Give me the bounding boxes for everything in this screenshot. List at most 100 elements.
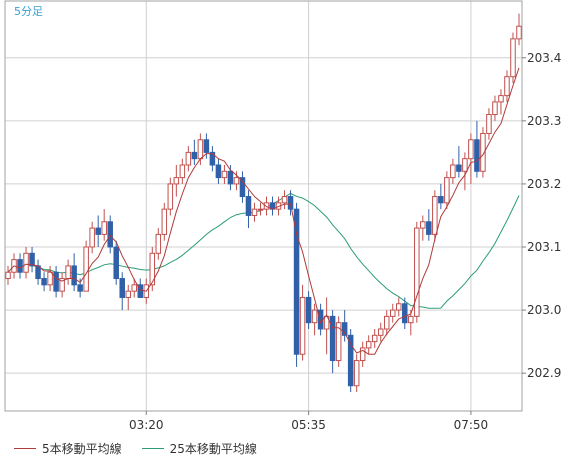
candle-up: [155, 233, 162, 254]
candle-down: [209, 151, 216, 166]
candle-down: [474, 139, 480, 172]
chart-grid: [5, 1, 522, 411]
candle-up: [173, 177, 180, 185]
legend-ma25-swatch: [141, 448, 164, 449]
candle-up: [65, 265, 71, 280]
candle-up: [462, 158, 468, 172]
candle-up: [23, 252, 29, 273]
candle-down: [119, 278, 125, 298]
candle-down: [239, 177, 246, 198]
candle-up: [161, 208, 168, 235]
candle-up: [504, 76, 510, 97]
candle-up: [359, 347, 366, 362]
candle-up: [251, 208, 258, 216]
candle-up: [185, 151, 192, 166]
candle-up: [323, 315, 330, 330]
candle-up: [383, 315, 390, 330]
candle-up: [167, 183, 174, 210]
candle-down: [53, 271, 59, 292]
candle-up: [444, 177, 450, 204]
candles: [5, 13, 522, 393]
candle-up: [510, 38, 516, 78]
y-tick-label: 203.2: [527, 177, 561, 191]
candle-up: [492, 101, 498, 116]
candle-down: [426, 221, 432, 235]
candle-down: [347, 334, 354, 387]
legend-ma5: 5本移動平均線: [14, 440, 122, 457]
candle-up: [83, 246, 89, 292]
x-axis: 03:20 05:35 07:50: [129, 411, 488, 432]
y-tick-label: 203.4: [527, 51, 561, 65]
candle-down: [95, 227, 101, 235]
legend-ma5-swatch: [14, 448, 36, 449]
candle-up: [396, 303, 402, 311]
candle-up: [353, 360, 360, 387]
candle-down: [341, 322, 348, 336]
y-tick-label: 203.3: [527, 114, 561, 128]
candle-up: [371, 334, 378, 343]
candle-up: [420, 221, 426, 229]
candle-down: [227, 170, 234, 185]
candle-down: [107, 221, 113, 248]
ma25-line: [7, 192, 520, 309]
candle-down: [29, 252, 35, 267]
plot-border: [4, 0, 523, 412]
candle-up: [516, 25, 522, 40]
candle-up: [432, 196, 438, 235]
y-axis: 203.4 203.3 203.2 203.1 203.0 202.9: [522, 51, 561, 380]
candle-up: [179, 164, 186, 179]
ma25-polyline: [7, 192, 520, 309]
candle-up: [311, 309, 318, 324]
x-tick-label: 03:20: [129, 418, 164, 432]
candle-up: [480, 132, 486, 172]
candle-up: [408, 315, 414, 324]
candle-down: [71, 265, 77, 286]
candle-down: [17, 259, 23, 273]
candle-up: [47, 271, 53, 286]
candle-down: [305, 296, 312, 324]
candle-down: [77, 284, 83, 292]
candle-up: [468, 139, 474, 160]
candle-up: [365, 341, 372, 349]
candle-up: [131, 284, 138, 292]
ma5-line: [7, 67, 520, 355]
candle-down: [456, 164, 462, 172]
candle-down: [137, 284, 144, 298]
y-tick-label: 203.1: [527, 240, 561, 254]
y-tick-label: 202.9: [527, 366, 561, 380]
legend-ma25: 25本移動平均線: [141, 440, 257, 457]
legend-ma5-label: 5本移動平均線: [42, 442, 122, 456]
candle-up: [389, 309, 396, 317]
candle-up: [414, 227, 420, 317]
candle-down: [438, 196, 444, 204]
candle-up: [89, 227, 95, 248]
chart-legend: 5本移動平均線 25本移動平均線: [14, 440, 257, 457]
candle-up: [257, 208, 264, 211]
candle-up: [486, 114, 492, 134]
candle-down: [41, 278, 47, 286]
candle-up: [335, 322, 342, 362]
candle-down: [287, 196, 294, 210]
candle-down: [203, 139, 210, 153]
ma5-polyline: [7, 67, 520, 355]
x-tick-label: 07:50: [454, 418, 489, 432]
timeframe-label: 5分足: [14, 5, 43, 18]
candle-up: [377, 328, 384, 336]
candle-up: [233, 177, 240, 185]
candle-up: [149, 252, 156, 286]
candle-down: [113, 246, 119, 280]
candle-up: [450, 164, 456, 179]
candle-down: [245, 196, 252, 216]
candle-up: [101, 221, 107, 235]
candle-up: [299, 296, 306, 355]
candle-down: [215, 164, 222, 179]
x-tick-label: 05:35: [291, 418, 326, 432]
candle-up: [59, 278, 65, 292]
plot-frame: [4, 0, 523, 412]
candle-down: [329, 315, 336, 362]
candle-up: [281, 196, 288, 204]
candle-up: [5, 271, 11, 280]
candle-up: [221, 170, 228, 179]
candle-up: [197, 139, 204, 160]
